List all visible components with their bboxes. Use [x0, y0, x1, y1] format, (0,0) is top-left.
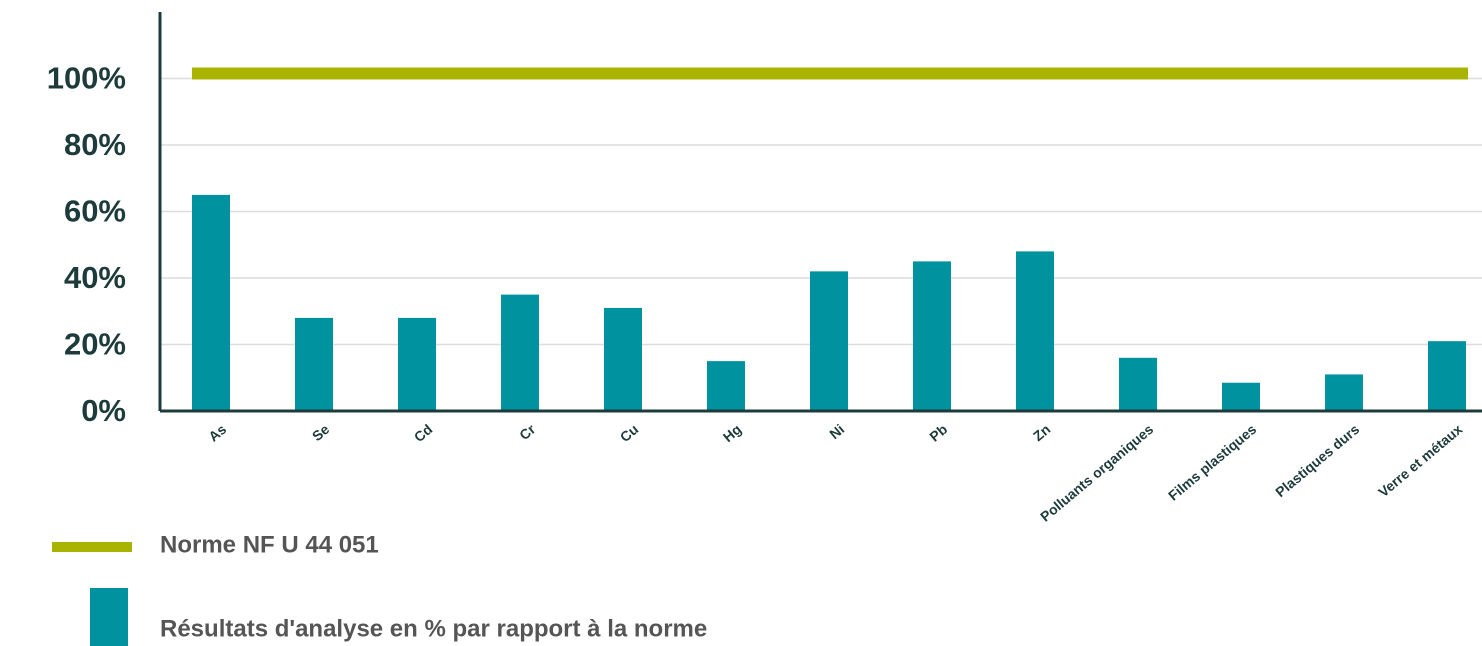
bar — [707, 361, 745, 411]
x-tick-label: Hg — [720, 421, 745, 445]
bar — [810, 271, 848, 411]
y-tick-label: 40% — [64, 260, 126, 295]
x-tick-label: Polluants organiques — [1037, 421, 1156, 525]
x-tick-label: Cd — [411, 421, 436, 445]
x-tick-label: Cr — [516, 421, 539, 444]
bar — [1222, 382, 1260, 411]
y-tick-label: 20% — [64, 327, 126, 362]
x-tick-label: Films plastiques — [1165, 421, 1259, 504]
x-tick-label: Plastiques durs — [1272, 421, 1362, 500]
bar — [913, 261, 951, 411]
bar — [192, 194, 230, 411]
legend-swatch-line — [52, 542, 132, 552]
bar — [295, 317, 333, 411]
bar — [1325, 374, 1363, 411]
bar — [1119, 357, 1157, 411]
bar — [501, 294, 539, 411]
x-tick-label: Zn — [1030, 421, 1053, 444]
bar — [1428, 341, 1466, 411]
bar — [1016, 251, 1054, 411]
y-tick-label: 0% — [81, 393, 126, 428]
y-tick-label: 100% — [47, 61, 126, 96]
legend-swatch-bar — [90, 588, 128, 646]
y-tick-label: 80% — [64, 127, 126, 162]
x-tick-label: Verre et métaux — [1375, 421, 1465, 500]
bar — [604, 307, 642, 411]
x-tick-label: As — [205, 421, 229, 445]
x-tick-label: Pb — [926, 421, 950, 445]
bar — [398, 317, 436, 411]
x-tick-label: Cu — [617, 421, 642, 445]
y-tick-label: 60% — [64, 194, 126, 229]
x-tick-label: Ni — [826, 421, 847, 442]
legend-label: Norme NF U 44 051 — [160, 531, 379, 558]
legend-label: Résultats d'analyse en % par rapport à l… — [160, 615, 707, 642]
x-tick-label: Se — [309, 421, 333, 444]
